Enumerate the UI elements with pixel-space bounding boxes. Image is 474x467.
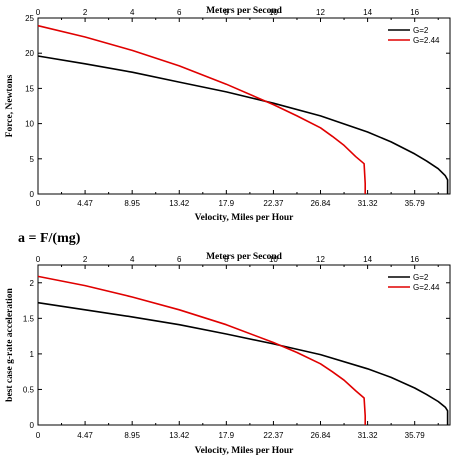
legend-entry: G=2 (413, 26, 429, 35)
top-tick-label: 10 (269, 255, 278, 264)
y-tick-label: 0.5 (23, 385, 35, 394)
top-tick-label: 2 (83, 255, 88, 264)
top-tick-label: 8 (224, 255, 229, 264)
y-tick-label: 10 (25, 120, 34, 129)
y-axis-label: Force, Newtons (5, 74, 15, 137)
bottom-tick-label: 35.79 (405, 431, 426, 440)
plot-frame (37, 17, 451, 195)
y-tick-label: 0 (30, 190, 35, 199)
formula-text: a = F/(mg) (18, 231, 81, 246)
bottom-tick-label: 17.9 (219, 199, 235, 208)
plot-frame (37, 264, 451, 426)
bottom-tick-label: 17.9 (219, 431, 235, 440)
bottom-tick-label: 31.32 (358, 199, 379, 208)
bottom-tick-label: 0 (36, 199, 41, 208)
bottom-tick-label: 4.47 (77, 431, 93, 440)
top-tick-label: 12 (316, 8, 325, 17)
top-tick-label: 2 (83, 8, 88, 17)
bottom-tick-label: 0 (36, 431, 41, 440)
top-tick-label: 10 (269, 8, 278, 17)
top-axis-label: Meters per Second (206, 252, 283, 262)
y-tick-label: 25 (25, 14, 34, 23)
top-tick-label: 12 (316, 255, 325, 264)
bottom-tick-label: 4.47 (77, 199, 93, 208)
force-chart: Meters per Second 0 2 4 6 8 10 12 14 16 0 4.47 8.95 1… (5, 6, 451, 223)
bottom-tick-label: 35.79 (405, 199, 426, 208)
y-tick-label: 5 (30, 155, 35, 164)
top-tick-label: 16 (410, 255, 419, 264)
top-tick-label: 0 (36, 255, 41, 264)
series-line-g-2 (37, 55, 449, 194)
y-tick-label: 1 (30, 350, 35, 359)
bottom-tick-label: 26.84 (310, 199, 331, 208)
top-tick-label: 0 (36, 8, 41, 17)
y-tick-label: 0 (30, 421, 35, 430)
series-line-g-2-44 (37, 275, 366, 425)
y-tick-label: 2 (30, 279, 35, 288)
y-tick-label: 1.5 (23, 314, 35, 323)
y-axis-label: best case g-rate acceleration (5, 287, 15, 401)
bottom-tick-label: 8.95 (124, 199, 140, 208)
legend-entry: G=2.44 (413, 36, 440, 45)
top-tick-label: 8 (224, 8, 229, 17)
bottom-tick-label: 8.95 (124, 431, 140, 440)
bottom-tick-label: 13.42 (169, 431, 190, 440)
legend-entry: G=2 (413, 273, 429, 282)
top-tick-label: 4 (130, 255, 135, 264)
x-axis-label: Velocity, Miles per Hour (195, 213, 294, 223)
series-line-g-2-44 (37, 24, 366, 194)
top-tick-label: 6 (177, 255, 182, 264)
bottom-tick-label: 22.37 (263, 431, 284, 440)
bottom-tick-label: 26.84 (310, 431, 331, 440)
legend-entry: G=2.44 (413, 283, 440, 292)
y-tick-label: 20 (25, 49, 34, 58)
top-tick-label: 16 (410, 8, 419, 17)
y-tick-label: 15 (25, 84, 34, 93)
bottom-tick-label: 31.32 (358, 431, 379, 440)
top-tick-label: 14 (363, 8, 372, 17)
top-tick-label: 14 (363, 255, 372, 264)
bottom-tick-label: 13.42 (169, 199, 190, 208)
series-line-g-2 (37, 301, 449, 425)
top-tick-label: 6 (177, 8, 182, 17)
bottom-tick-label: 22.37 (263, 199, 284, 208)
x-axis-label: Velocity, Miles per Hour (195, 446, 294, 456)
top-tick-label: 4 (130, 8, 135, 17)
top-axis-label: Meters per Second (206, 6, 283, 16)
